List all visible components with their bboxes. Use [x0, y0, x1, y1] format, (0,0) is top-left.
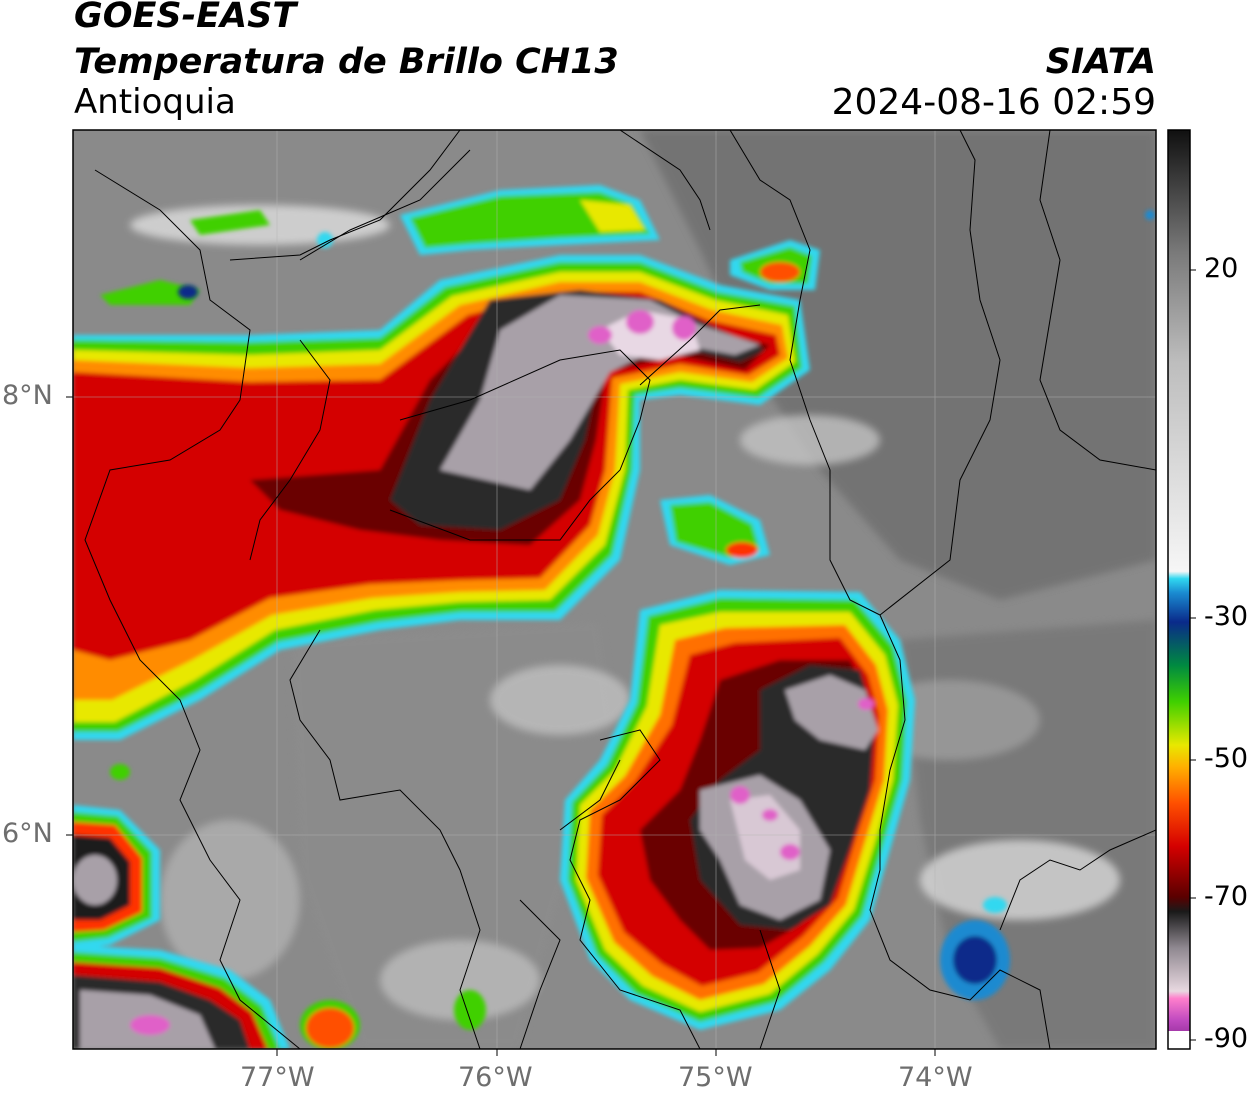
colorbar-tick-label: -70 — [1204, 881, 1249, 912]
x-tick-label: 74°W — [898, 1062, 973, 1093]
colorbar-tick-label: 20 — [1204, 253, 1239, 284]
x-tick-label: 75°W — [678, 1062, 753, 1093]
colorbar-tick-label: -50 — [1204, 743, 1249, 774]
map-plot-area — [73, 130, 1156, 1049]
colorbar-ticks — [1190, 269, 1196, 1041]
organization-label: SIATA — [1045, 42, 1156, 82]
x-tick-label: 77°W — [240, 1062, 315, 1093]
colorbar-tick-label: -30 — [1204, 601, 1249, 632]
y-tick-label: 6°N — [2, 818, 53, 849]
colorbar — [1168, 130, 1190, 1049]
y-tick-label: 8°N — [2, 380, 53, 411]
datetime-label: 2024-08-16 02:59 — [831, 82, 1156, 123]
colorbar-frame — [1167, 129, 1191, 1050]
colorbar-tick-label: -90 — [1204, 1023, 1249, 1054]
axis-ticks — [66, 396, 936, 1056]
product-title: Temperatura de Brillo CH13 — [74, 42, 619, 82]
colorbar-under-box — [1168, 1031, 1190, 1049]
map-frame — [72, 129, 1157, 1050]
x-tick-label: 76°W — [458, 1062, 533, 1093]
boundaries — [84, 130, 1156, 1049]
satellite-title: GOES-EAST — [74, 0, 297, 36]
region-label: Antioquia — [74, 82, 236, 122]
gridlines — [73, 130, 1156, 1049]
